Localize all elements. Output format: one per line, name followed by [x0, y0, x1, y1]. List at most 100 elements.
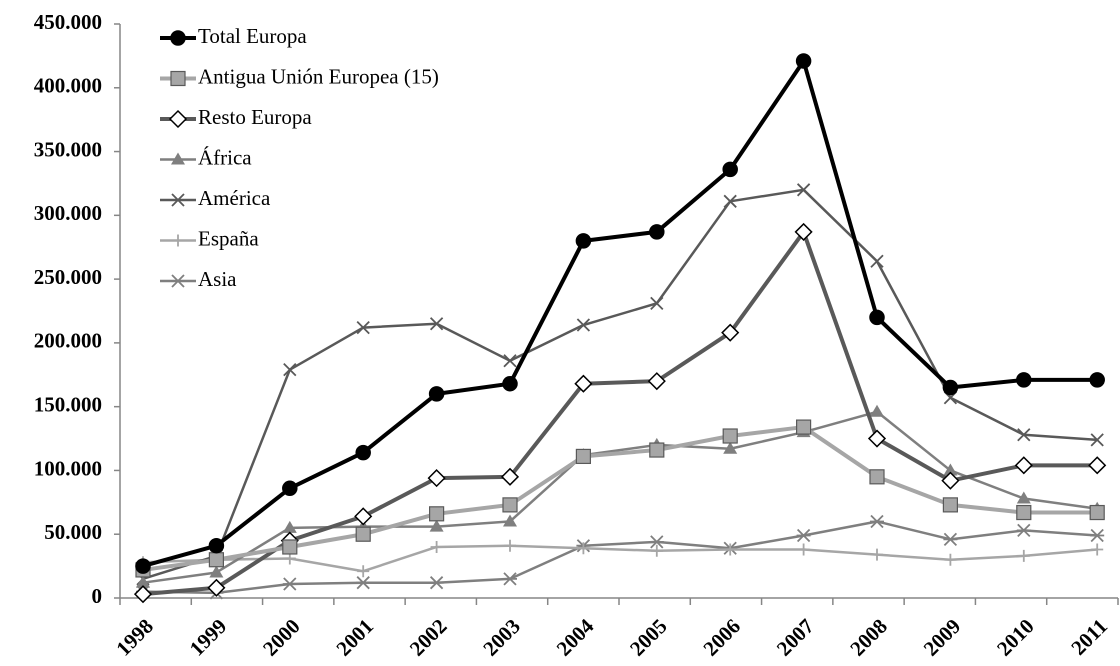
point	[430, 540, 443, 553]
x-tick-label: 2001	[331, 614, 378, 661]
legend-label: Antigua Unión Europea (15)	[198, 64, 439, 88]
legend-entry: África	[160, 145, 252, 169]
point	[172, 234, 184, 247]
point	[722, 428, 738, 444]
y-tick-label: 150.000	[34, 392, 102, 416]
legend-label: Total Europa	[198, 24, 307, 48]
line	[142, 58, 1098, 569]
y-tick-label: 350.000	[34, 137, 102, 161]
series	[133, 222, 1107, 604]
point	[647, 372, 666, 391]
point	[504, 539, 516, 552]
point	[942, 379, 959, 396]
point	[354, 507, 373, 526]
point	[1090, 528, 1105, 543]
point	[502, 497, 518, 513]
point	[1016, 523, 1031, 538]
series	[136, 514, 1105, 600]
legend-entry: América	[160, 186, 271, 210]
series	[135, 53, 1105, 574]
line	[142, 425, 1098, 572]
point	[356, 576, 371, 590]
point	[870, 404, 884, 417]
point	[429, 576, 444, 590]
point	[133, 585, 153, 604]
legend-entry: España	[160, 226, 259, 250]
point	[170, 30, 186, 46]
point	[649, 535, 664, 549]
x-tick-label: 2004	[552, 614, 599, 661]
point	[1091, 543, 1104, 556]
point	[723, 194, 737, 208]
y-tick-label: 50.000	[44, 520, 102, 544]
point	[1017, 428, 1031, 442]
point	[649, 224, 665, 240]
point	[355, 444, 371, 461]
legend-label: Asia	[198, 267, 237, 291]
legend-entry: Total Europa	[160, 24, 307, 48]
point	[356, 320, 370, 335]
point	[168, 109, 188, 129]
point	[650, 296, 664, 310]
point	[943, 463, 958, 476]
x-tick-label: 2008	[845, 614, 892, 661]
point	[795, 419, 812, 435]
point	[944, 553, 957, 566]
point	[796, 183, 811, 197]
point	[867, 429, 887, 448]
y-tick-label: 400.000	[34, 74, 102, 98]
y-tick-label: 300.000	[34, 201, 102, 225]
legend-entry: Resto Europa	[160, 105, 312, 129]
point	[942, 497, 959, 513]
point	[870, 514, 884, 529]
point	[282, 520, 297, 533]
point	[429, 519, 444, 532]
legend-entry: Antigua Unión Europea (15)	[160, 64, 439, 88]
point	[1090, 433, 1104, 447]
series	[135, 419, 1105, 578]
point	[1088, 456, 1107, 475]
point	[574, 374, 593, 393]
point	[1089, 372, 1105, 388]
point	[1016, 491, 1031, 504]
line	[142, 544, 1098, 573]
legend-label: África	[198, 145, 252, 169]
point	[170, 70, 186, 87]
point	[282, 577, 297, 591]
point	[429, 506, 445, 522]
point	[650, 544, 663, 557]
point	[575, 233, 592, 249]
x-tick-label: 2000	[258, 614, 305, 661]
legend-entry: Asia	[160, 267, 237, 291]
point	[796, 528, 811, 543]
y-tick-label: 0	[92, 584, 103, 608]
point	[723, 441, 738, 454]
x-tick-label: 2007	[772, 614, 819, 661]
x-tick-label: 2006	[698, 614, 745, 661]
legend-label: América	[198, 186, 271, 210]
x-tick-label: 2009	[919, 614, 966, 661]
point	[795, 53, 812, 69]
x-tick-label: 2003	[478, 614, 525, 661]
legend-label: Resto Europa	[198, 105, 312, 129]
line	[142, 520, 1098, 595]
point	[794, 222, 813, 241]
point	[502, 375, 518, 392]
x-tick-label: 2002	[405, 614, 452, 661]
point	[428, 386, 445, 402]
point	[724, 543, 737, 556]
point	[503, 354, 517, 368]
point	[207, 578, 226, 597]
y-tick-label: 100.000	[34, 456, 102, 480]
point	[943, 532, 958, 546]
point	[429, 317, 444, 331]
point	[208, 537, 225, 554]
point	[500, 467, 520, 486]
line	[142, 229, 1098, 597]
point	[171, 193, 185, 207]
point	[427, 469, 446, 488]
point	[357, 565, 370, 578]
y-tick-label: 250.000	[34, 265, 102, 289]
point	[283, 363, 297, 377]
